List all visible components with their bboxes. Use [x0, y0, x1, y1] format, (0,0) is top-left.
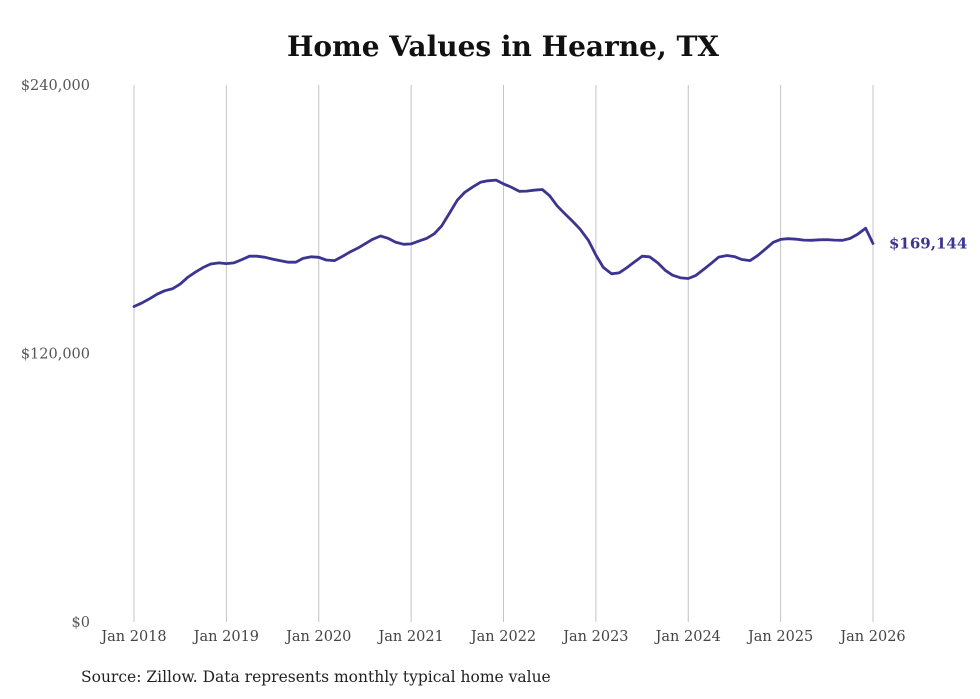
x-tick-label: Jan 2018	[99, 629, 166, 645]
y-axis-tick-labels: $0 $120,000 $240,000	[21, 78, 90, 631]
chart-title: Home Values in Hearne, TX	[286, 30, 720, 63]
x-tick-label: Jan 2024	[654, 629, 721, 645]
y-tick-label: $120,000	[21, 347, 90, 363]
x-tick-label: Jan 2023	[561, 629, 628, 645]
x-tick-label: Jan 2021	[376, 629, 443, 645]
x-tick-label: Jan 2022	[469, 629, 536, 645]
x-tick-label: Jan 2025	[746, 629, 813, 645]
x-tick-label: Jan 2020	[284, 629, 351, 645]
x-tick-label: Jan 2026	[838, 629, 905, 645]
y-tick-label: $240,000	[21, 78, 90, 94]
series-layer	[132, 178, 875, 308]
series-line	[132, 178, 875, 308]
x-axis-tick-labels: Jan 2018 Jan 2019 Jan 2020 Jan 2021 Jan 2022…	[99, 629, 905, 645]
source-note: Source: Zillow. Data represents monthly …	[81, 668, 551, 686]
y-tick-label: $0	[72, 615, 90, 631]
x-tick-label: Jan 2019	[192, 629, 259, 645]
end-value-label: $169,144	[889, 235, 967, 253]
gridlines	[133, 85, 874, 622]
